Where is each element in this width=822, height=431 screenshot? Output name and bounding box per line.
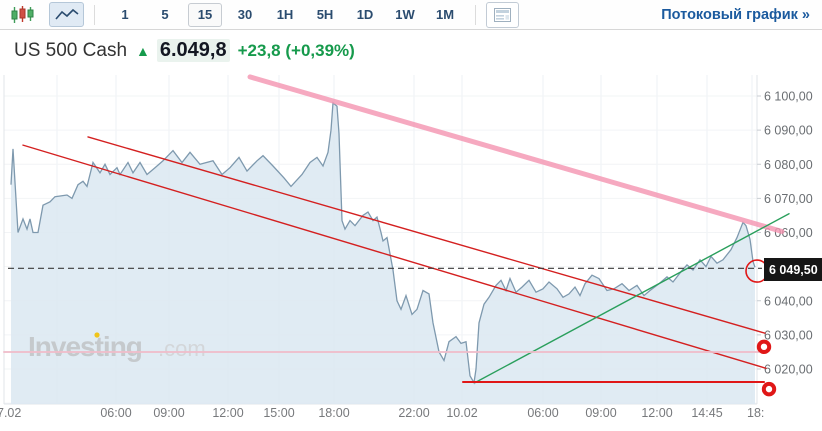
timeframe-button-5[interactable]: 5 <box>161 7 169 22</box>
last-price: 6.049,8 <box>156 39 230 62</box>
uptrend-green[interactable] <box>474 213 790 384</box>
x-axis-label: 06:00 <box>100 406 131 420</box>
y-axis-label: 6 020,00 <box>764 363 813 377</box>
downtrend-major-pink[interactable] <box>247 74 785 234</box>
y-axis-label: 6 080,00 <box>764 158 813 172</box>
area-chart-icon <box>54 8 78 20</box>
x-axis-label: 09:00 <box>585 406 616 420</box>
candlestick-chart-icon[interactable] <box>10 4 36 26</box>
x-axis-label: 15:00 <box>263 406 294 420</box>
arrow-up-icon: ▲ <box>136 42 150 59</box>
drawing-handle[interactable] <box>756 339 772 355</box>
y-axis-label: 6 030,00 <box>764 328 813 342</box>
timeframe-button-5H[interactable]: 5H <box>316 7 334 22</box>
price-chart-canvas[interactable]: 6 100,006 090,006 080,006 070,006 060,00… <box>0 71 822 431</box>
drawing-handle[interactable] <box>761 381 777 397</box>
timeframe-group: 1 5 15 30 1H 5H 1D 1W 1M <box>105 2 465 27</box>
last-price-axis-badge: 6 049,50 <box>764 258 822 281</box>
x-axis-label: 7.02 <box>0 406 21 420</box>
timeframe-button-30[interactable]: 30 <box>237 7 253 22</box>
x-axis-label: 18:00 <box>318 406 349 420</box>
quotes-panel-icon <box>494 7 511 22</box>
timeframe-button-1D[interactable]: 1D <box>356 7 374 22</box>
instrument-name: US 500 Cash <box>14 39 128 61</box>
downtrend-channel-upper[interactable] <box>87 136 766 334</box>
y-axis-label: 6 070,00 <box>764 192 813 206</box>
watermark-yellow-dot <box>94 332 100 338</box>
toolbar-divider <box>94 4 95 25</box>
x-axis-label: 12:00 <box>641 406 672 420</box>
x-axis-label: 12:00 <box>212 406 243 420</box>
timeframe-button-15[interactable]: 15 <box>188 2 222 27</box>
y-axis-label: 6 090,00 <box>764 124 813 138</box>
y-axis-label: 6 040,00 <box>764 294 813 308</box>
candlestick-glyph <box>11 5 34 23</box>
streaming-chart-link[interactable]: Потоковый график » <box>661 6 810 23</box>
timeframe-button-1H[interactable]: 1H <box>276 7 294 22</box>
y-axis-label: 6 100,00 <box>764 90 813 104</box>
quotes-panel-button[interactable] <box>486 1 519 28</box>
price-change: +23,8 (+0,39%) <box>237 40 355 60</box>
x-axis-label: 18: <box>747 406 764 420</box>
x-axis-label: 14:45 <box>691 406 722 420</box>
investing-watermark-suffix: .com <box>158 336 206 361</box>
x-axis-label: 06:00 <box>527 406 558 420</box>
x-axis-label: 22:00 <box>398 406 429 420</box>
investing-watermark: Investing <box>28 331 142 362</box>
chart-toolbar: 1 5 15 30 1H 5H 1D 1W 1M Потоковый график » <box>0 0 822 30</box>
price-line-series <box>10 101 756 385</box>
x-axis-label: 10.02 <box>446 406 477 420</box>
toolbar-divider <box>475 4 476 25</box>
timeframe-button-1M[interactable]: 1M <box>435 7 455 22</box>
chart-area[interactable]: 6 100,00 6 090,00 6 080,00 6 070,00 6 060,00… <box>0 71 822 431</box>
timeframe-button-1W[interactable]: 1W <box>395 7 415 22</box>
timeframe-button-1[interactable]: 1 <box>121 7 129 22</box>
area-chart-button[interactable] <box>49 2 84 27</box>
instrument-header: US 500 Cash ▲ 6.049,8 +23,8 (+0,39%) <box>0 30 822 71</box>
x-axis-label: 09:00 <box>153 406 184 420</box>
downtrend-channel-lower[interactable] <box>22 144 767 370</box>
